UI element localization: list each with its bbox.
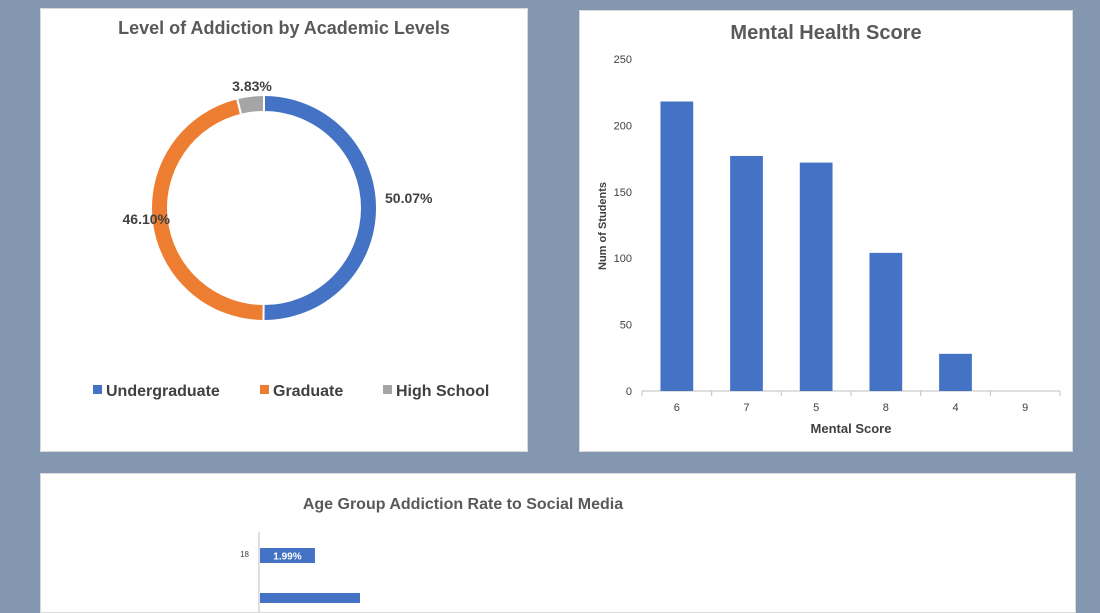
age-bar-18	[260, 548, 315, 563]
age-group-chart-card: Age Group Addiction Rate to Social Media…	[40, 473, 1076, 613]
x-tick-label: 7	[743, 402, 749, 414]
x-tick-label: 4	[952, 402, 958, 414]
donut-slice-graduate	[150, 97, 265, 323]
age-bar-cropped	[260, 593, 360, 603]
y-tick-label: 150	[614, 187, 632, 199]
y-tick-label: 250	[614, 54, 632, 66]
legend-label: High School	[396, 383, 489, 400]
legend-label: Graduate	[273, 383, 343, 400]
y-tick-label: 100	[614, 253, 632, 265]
age-bar-data-label: 1.99%	[273, 552, 301, 563]
bar-score-6	[660, 101, 694, 391]
mental-health-chart-card: Mental Health Score Num of Students Ment…	[579, 10, 1073, 452]
x-tick-label: 5	[813, 402, 819, 414]
y-tick-label: 200	[614, 120, 632, 132]
donut-data-label: 3.83%	[232, 78, 272, 94]
x-tick-label: 6	[674, 402, 680, 414]
age-group-bar-chart: Age Group Addiction Rate to Social Media…	[240, 496, 623, 612]
age-chart-title: Age Group Addiction Rate to Social Media	[303, 496, 623, 513]
age-category-label: 18	[240, 550, 249, 559]
bar-chart-title: Mental Health Score	[730, 22, 921, 44]
donut-slice-high-school	[235, 93, 265, 116]
y-tick-label: 0	[626, 386, 632, 398]
donut-data-label: 50.07%	[385, 190, 433, 206]
x-axis-title: Mental Score	[811, 421, 892, 436]
bar-score-5	[799, 162, 833, 391]
legend-label: Undergraduate	[106, 383, 220, 400]
legend-marker	[260, 385, 269, 394]
y-tick-label: 50	[620, 320, 632, 332]
legend-marker	[383, 385, 392, 394]
bar-score-7	[730, 155, 763, 391]
x-tick-label: 8	[883, 402, 889, 414]
donut-chart: Level of Addiction by Academic Levels 50…	[93, 18, 489, 400]
donut-chart-card: Level of Addiction by Academic Levels 50…	[40, 8, 528, 452]
x-tick-label: 9	[1022, 402, 1028, 414]
legend-marker	[93, 385, 102, 394]
mental-health-bar-chart: Mental Health Score Num of Students Ment…	[597, 22, 1061, 436]
bar-score-4	[939, 353, 972, 391]
donut-slice-undergraduate	[262, 93, 378, 322]
y-axis-title: Num of Students	[597, 182, 609, 270]
donut-chart-title: Level of Addiction by Academic Levels	[118, 18, 450, 38]
bar-score-8	[869, 252, 903, 391]
donut-data-label: 46.10%	[123, 211, 171, 227]
